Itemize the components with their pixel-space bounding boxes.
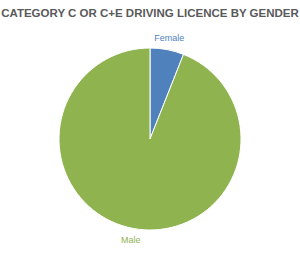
slice-label: Male: [121, 235, 141, 245]
pie: [59, 48, 241, 230]
chart: CATEGORY C OR C+E DRIVING LICENCE BY GEN…: [0, 0, 300, 256]
title: CATEGORY C OR C+E DRIVING LICENCE BY GEN…: [1, 7, 299, 19]
slice: [59, 48, 241, 230]
slice-label: Female: [154, 33, 184, 43]
